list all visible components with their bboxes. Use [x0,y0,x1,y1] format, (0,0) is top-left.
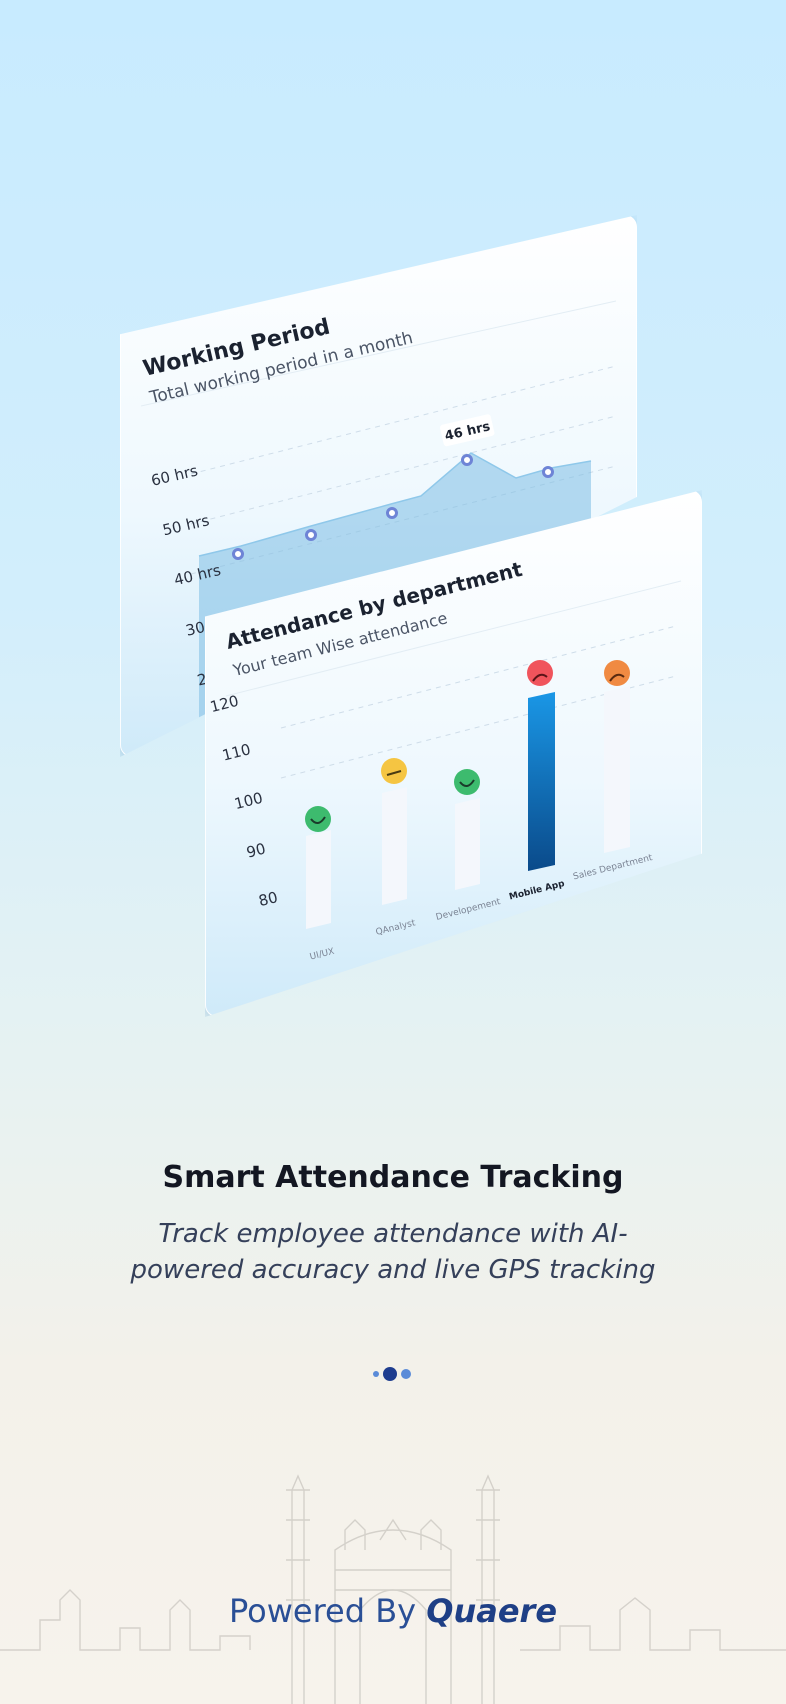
dept-label-mobile-app: Mobile App [508,879,566,903]
dept-label-sales: Sales Department [572,853,654,882]
wp-tick-50: 50 hrs [161,511,211,539]
onboarding-illustration: Working Period Total working period in a… [120,215,702,1017]
mood-smile-icon [454,769,480,795]
mood-neutral-icon [381,758,407,784]
bar-uiux [306,830,331,929]
monument-skyline-illustration [0,1474,786,1704]
att-tick-100: 100 [232,789,264,813]
wp-tick-60: 60 hrs [149,461,199,489]
mood-sad-icon [527,660,553,686]
bar-qanalyst [382,787,407,905]
page-indicator [373,1367,413,1381]
bar-developement [455,798,480,890]
dept-label-developement: Developement [435,897,502,923]
att-tick-90: 90 [245,840,268,862]
page-dot-2-active[interactable] [383,1367,397,1381]
att-tick-120: 120 [208,692,240,716]
page-dot-3[interactable] [401,1369,411,1379]
attendance-bars [306,686,630,929]
dept-label-qanalyst: QAnalyst [375,918,417,938]
mood-smile-icon [305,806,331,832]
dept-label-uiux: UI/UX [309,947,336,963]
powered-by-footer: Powered By Quaere [0,1592,786,1630]
page-dot-1[interactable] [373,1371,379,1377]
brand-name: Quaere [426,1592,558,1630]
att-tick-110: 110 [220,740,252,764]
powered-by-prefix: Powered By [228,1592,417,1630]
mood-sad-icon [604,660,630,686]
bar-mobile-app [528,692,555,871]
bar-sales [604,686,630,853]
att-tick-80: 80 [257,888,280,910]
onboarding-description: Track employee attendance with AI-powere… [130,1219,656,1285]
onboarding-heading: Smart Attendance Tracking [162,1160,624,1195]
